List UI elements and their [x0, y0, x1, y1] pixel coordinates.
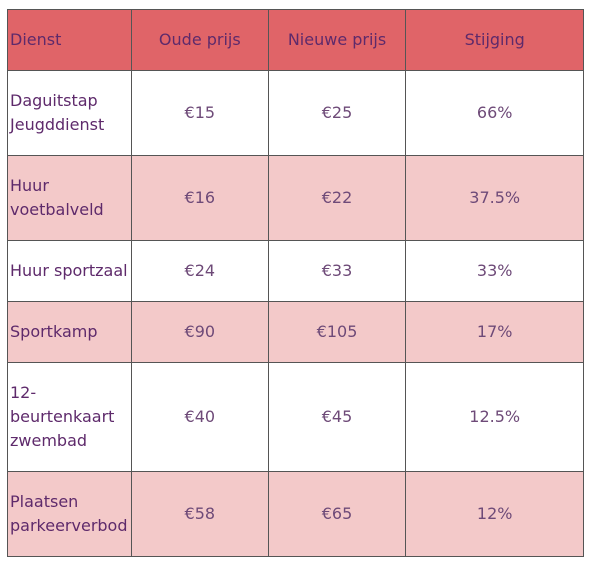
cell-stijging: 12.5%	[405, 362, 584, 472]
cell-oude-prijs: €15	[130, 70, 269, 156]
table-row: Daguitstap Jeugddienst €15 €25 66%	[7, 70, 584, 156]
table-row: 12-beurtenkaart zwembad €40 €45 12.5%	[7, 362, 584, 472]
price-increase-table: Dienst Oude prijs Nieuwe prijs Stijging …	[7, 9, 584, 557]
cell-oude-prijs: €58	[130, 471, 269, 557]
table-header-row: Dienst Oude prijs Nieuwe prijs Stijging	[7, 9, 584, 71]
header-stijging: Stijging	[405, 9, 584, 71]
cell-stijging: 12%	[405, 471, 584, 557]
header-nieuwe-prijs: Nieuwe prijs	[267, 9, 407, 71]
cell-nieuwe-prijs: €105	[267, 301, 407, 363]
cell-oude-prijs: €40	[130, 362, 269, 472]
cell-dienst: Huur sportzaal	[7, 240, 132, 302]
cell-nieuwe-prijs: €33	[267, 240, 407, 302]
table-row: Plaatsen parkeerverbod €58 €65 12%	[7, 471, 584, 557]
cell-stijging: 17%	[405, 301, 584, 363]
cell-dienst: Huur voetbalveld	[7, 155, 132, 241]
cell-nieuwe-prijs: €45	[267, 362, 407, 472]
cell-stijging: 66%	[405, 70, 584, 156]
header-dienst: Dienst	[7, 9, 132, 71]
cell-stijging: 37.5%	[405, 155, 584, 241]
cell-nieuwe-prijs: €25	[267, 70, 407, 156]
cell-dienst: Sportkamp	[7, 301, 132, 363]
cell-nieuwe-prijs: €65	[267, 471, 407, 557]
cell-oude-prijs: €16	[130, 155, 269, 241]
cell-stijging: 33%	[405, 240, 584, 302]
cell-oude-prijs: €24	[130, 240, 269, 302]
table-row: Huur voetbalveld €16 €22 37.5%	[7, 155, 584, 241]
cell-dienst: 12-beurtenkaart zwembad	[7, 362, 132, 472]
table-row: Huur sportzaal €24 €33 33%	[7, 240, 584, 302]
cell-oude-prijs: €90	[130, 301, 269, 363]
cell-dienst: Plaatsen parkeerverbod	[7, 471, 132, 557]
table-row: Sportkamp €90 €105 17%	[7, 301, 584, 363]
cell-dienst: Daguitstap Jeugddienst	[7, 70, 132, 156]
header-oude-prijs: Oude prijs	[130, 9, 269, 71]
cell-nieuwe-prijs: €22	[267, 155, 407, 241]
